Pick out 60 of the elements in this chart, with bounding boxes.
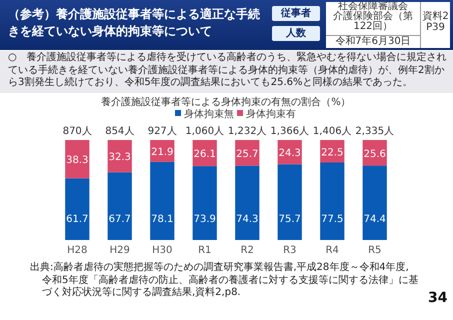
text: ○ 養介護施設従事者等による虐待を受けている高齢者のうち、緊急やむを得ない場合に規定されている手続きを経ていない養介護施設従事者等による身体的拘束等（身体的虐待）が、例年2割から3割発生し続けており、令和5年度の調査結果においても25.6%と同様の結果であった。 [8,52,448,90]
text: P39 [425,22,446,33]
text: 令和5年度「高齢者虐待の防止、高齢者の養護者に対する支援等に関する法律」に基づく対応状況等に関する調査結果,資料2,p8. [42,275,420,299]
annotation: 1,366人 [270,126,310,137]
data-label: 74.4 [364,214,386,225]
data-label: 74.3 [236,214,258,225]
data-label: 75.7 [278,214,301,225]
annotation: 1,060人 [185,126,224,137]
x-tick-label: H30 [152,245,172,256]
bar [278,164,302,240]
x-tick-label: H28 [67,245,88,256]
bar [108,172,132,240]
data-label: 25.6 [364,148,386,160]
text: 社会保障審議会 [338,1,408,12]
data-label: 22.5 [321,147,344,158]
bar [362,166,387,240]
bar [192,140,217,166]
bar [150,162,174,240]
annotation: 870人 [62,126,92,137]
data-label: 61.7 [66,214,88,225]
annotation: 1,232人 [228,126,267,137]
data-label: 32.3 [108,152,131,164]
data-label: 26.1 [194,149,216,160]
data-label: 67.7 [108,214,131,225]
data-label: 24.3 [278,148,301,160]
text: 34 [428,290,448,306]
x-tick-label: R4 [326,245,339,256]
x-tick-label: R3 [283,245,296,256]
data-label: 21.9 [151,146,174,158]
data-label: 73.9 [194,214,216,225]
data-label: 77.5 [321,214,344,225]
bar [65,178,90,240]
bar [65,140,90,178]
data-label: 38.3 [66,155,88,166]
legend-label: 身体拘束有 [246,108,296,120]
bar [108,140,132,172]
text: 資料2 [421,11,450,22]
text: 従事者 [272,6,320,21]
legend-label: 身体拘束無 [184,108,234,120]
bar [235,166,260,240]
bar [235,140,260,166]
annotation: 1,406人 [312,126,352,137]
chart-subtitle: 養介護施設従事者等による身体拘束の有無の割合（%） [101,96,351,108]
bar [320,162,344,240]
bar [278,140,302,164]
annotation: 927人 [148,126,177,137]
x-tick-label: R5 [368,245,382,256]
text: 令和7年6月30日 [334,36,412,47]
data-label: 25.7 [236,148,258,160]
text: 介護保険部会（第122回） [332,11,414,32]
annotation: 2,335人 [355,126,394,137]
x-tick-label: R1 [198,245,212,256]
bar [192,166,217,240]
source-note: 出典:高齢者虐待の実態把握等のための調査研究事業報告書,平成28年度～令和4年度, [30,262,410,274]
chart-title: （参考）養介護施設従事者等による適正な手続きを経ていない身体的拘束等について [8,6,261,40]
data-label: 78.1 [151,214,174,225]
text: 人数 [272,26,320,41]
x-tick-label: R2 [240,245,254,256]
x-tick-label: H29 [110,245,130,256]
annotation: 854人 [105,126,134,137]
